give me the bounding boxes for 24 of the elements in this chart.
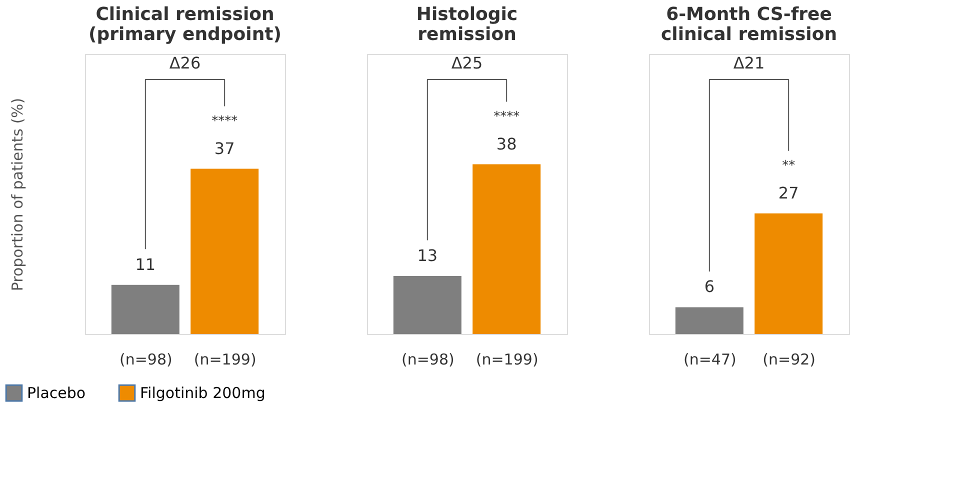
legend-label: Placebo	[27, 384, 86, 402]
data-label: 6	[704, 277, 715, 296]
x-tick-label: (n=199)	[476, 350, 538, 368]
x-tick-label: (n=92)	[762, 350, 816, 368]
x-tick-label: (n=47)	[683, 350, 736, 368]
text: Δ25	[451, 53, 483, 72]
text: ****	[494, 109, 520, 124]
data-label: 37	[214, 138, 235, 158]
data-label: 13	[417, 246, 438, 265]
legend-label: Filgotinib 200mg	[140, 384, 266, 402]
chart-title: Histologic remission	[416, 4, 518, 45]
x-tick-label: (n=98)	[119, 350, 172, 368]
text: **	[782, 158, 796, 174]
data-label: 27	[778, 183, 799, 202]
text: Δ26	[169, 53, 201, 72]
x-tick-label: (n=98)	[401, 350, 454, 368]
y-axis-title: Proportion of patients (%)	[8, 98, 26, 292]
text: ****	[212, 114, 238, 129]
chart-title: 6-Month CS-free clinical remission	[660, 4, 838, 45]
x-tick-label: (n=199)	[194, 350, 256, 368]
data-label: 38	[496, 134, 517, 154]
chart-title: Clinical remission (primary endpoint)	[88, 4, 282, 45]
data-label: 11	[135, 254, 156, 274]
text: Δ21	[733, 53, 765, 72]
